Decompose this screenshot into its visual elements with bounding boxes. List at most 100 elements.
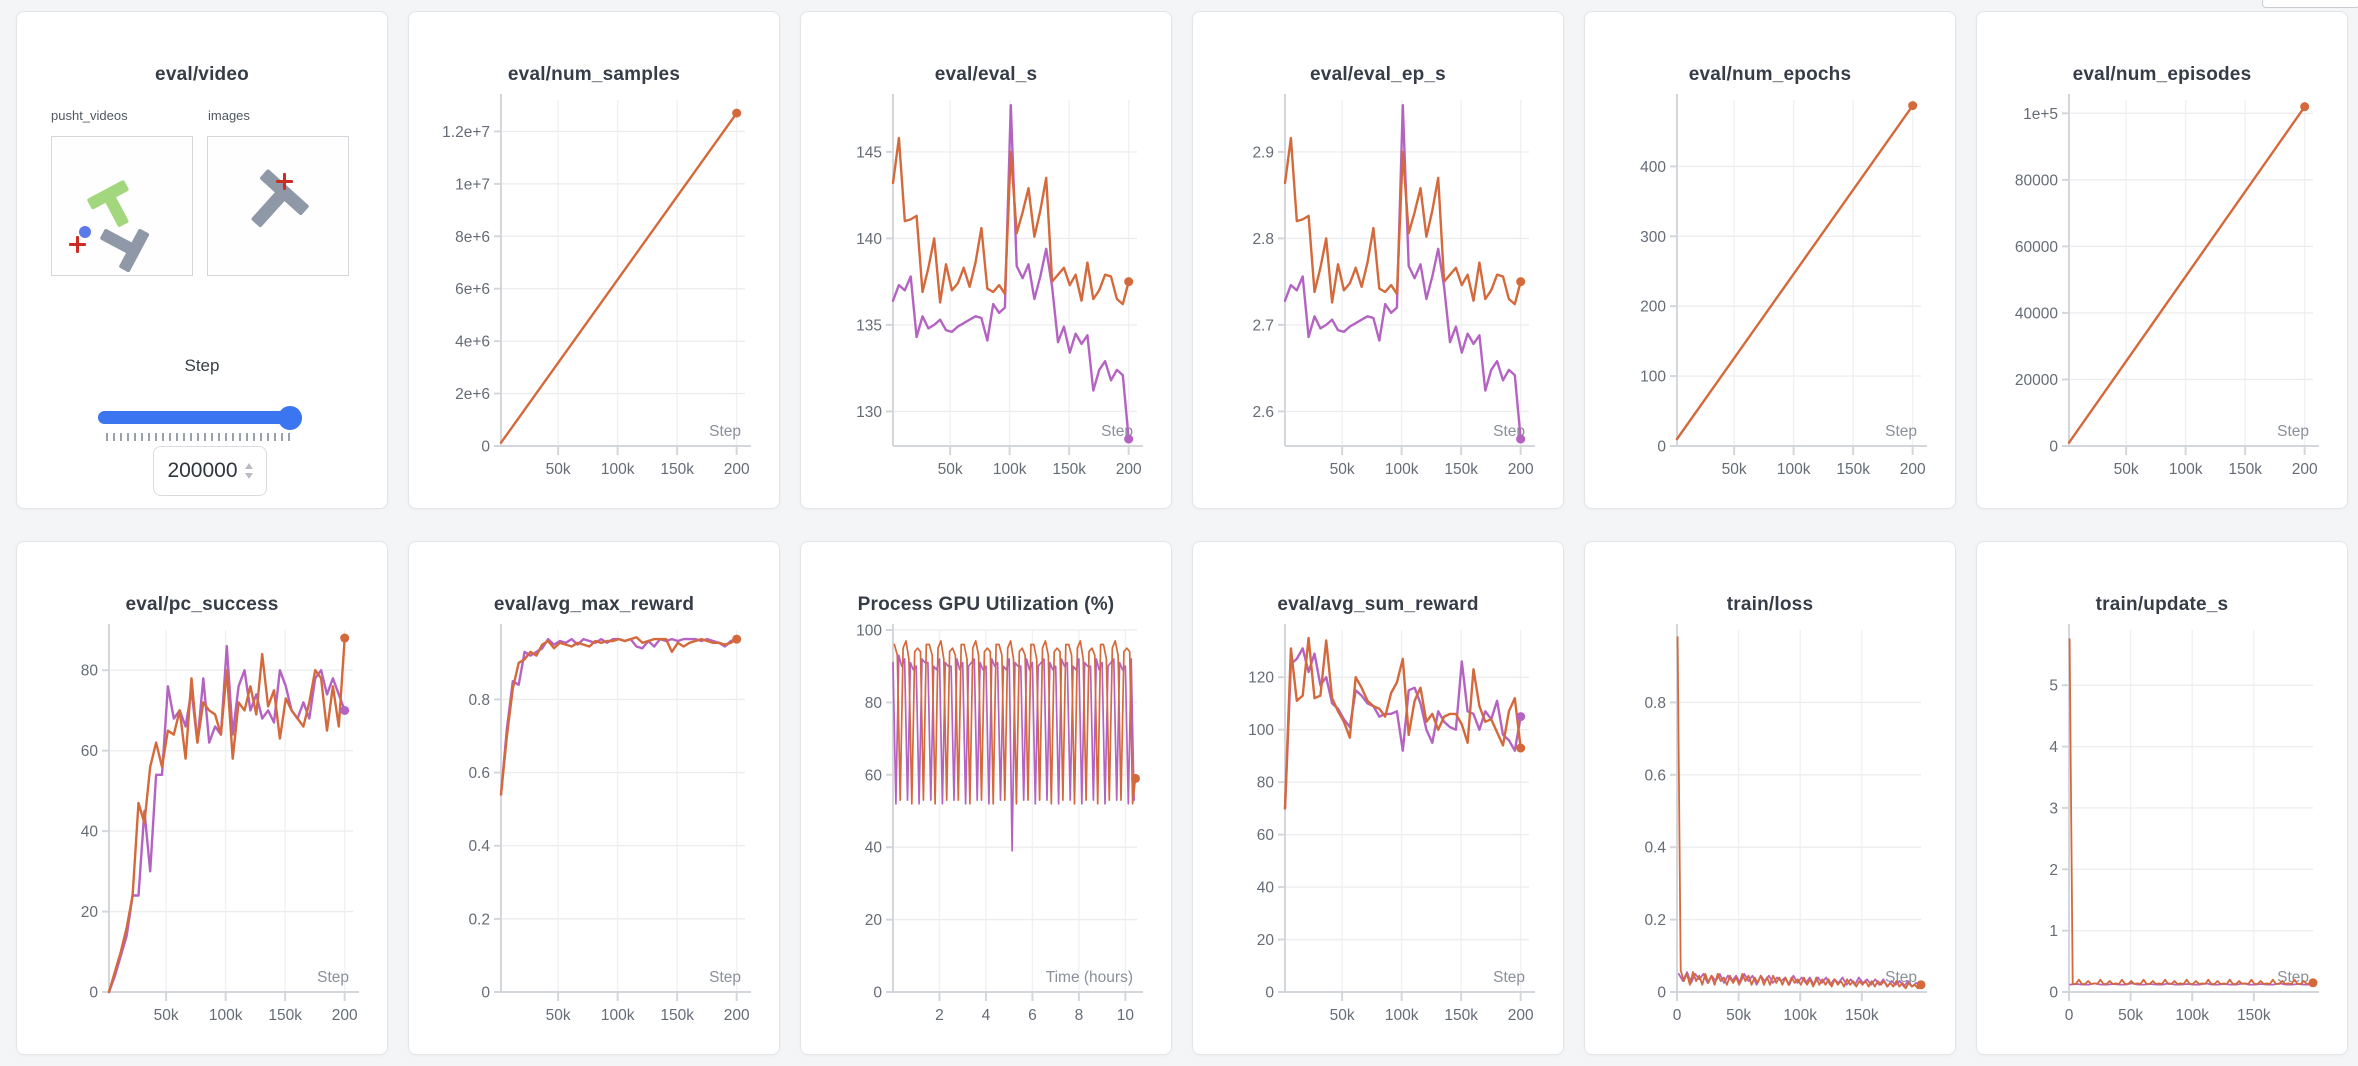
chart-plot-avg_sum_reward[interactable]: 50k 100k 150k 200 0 20 40 60 80 100 120 Step xyxy=(1193,542,1563,1054)
x-axis-name: Step xyxy=(317,969,349,986)
x-tick-label: 10 xyxy=(1117,1007,1135,1024)
chart-title: eval/num_episodes xyxy=(2072,64,2252,85)
x-tick-label: 50k xyxy=(2118,1007,2143,1024)
y-tick-label: 60 xyxy=(81,743,99,760)
y-tick-label: 0 xyxy=(1265,985,1274,1002)
chart-panel-train_loss: train/loss 0 50k 100k 150k 0 0.2 0.4 0.6 0.8 Step xyxy=(1584,541,1956,1055)
chart-panel-pc_success: eval/pc_success 50k 100k 150k 200 0 20 40 60 80 St… xyxy=(16,541,388,1055)
x-tick-label: 150k xyxy=(1444,1007,1478,1024)
y-tick-label: 0 xyxy=(2049,985,2058,1002)
series-line-purple xyxy=(1283,647,1522,810)
x-tick-label: 100k xyxy=(1385,461,1419,478)
y-tick-label: 8e+6 xyxy=(455,229,490,246)
x-axis-name: Step xyxy=(709,969,741,986)
y-tick-label: 135 xyxy=(856,317,882,334)
x-tick-label: 50k xyxy=(154,1007,179,1024)
y-tick-label: 20 xyxy=(1257,932,1275,949)
chart-title: eval/pc_success xyxy=(125,594,279,615)
x-tick-label: 0 xyxy=(1673,1007,1682,1024)
series-line-orange xyxy=(891,136,1130,306)
y-tick-label: 80000 xyxy=(2015,172,2058,189)
y-tick-label: 120 xyxy=(1248,670,1274,687)
y-tick-label: 0.6 xyxy=(468,765,490,782)
spinner-down-icon[interactable] xyxy=(244,473,253,479)
step-input-spinner[interactable] xyxy=(244,463,253,479)
chart-panel-num_epochs: eval/num_epochs 50k 100k 150k 200 0 100 200 300 4… xyxy=(1584,11,1956,509)
y-tick-label: 80 xyxy=(865,695,883,712)
chart-plot-eval_ep_s[interactable]: 50k 100k 150k 200 2.6 2.7 2.8 2.9 Step xyxy=(1193,12,1563,508)
x-axis-name: Step xyxy=(709,423,741,440)
series-line-orange xyxy=(1283,636,1522,810)
y-tick-label: 100 xyxy=(856,623,882,640)
chart-plot-num_samples[interactable]: 50k 100k 150k 200 0 2e+6 4e+6 6e+6 8e+6 1e+7 1.2e+… xyxy=(409,12,779,508)
chart-plot-eval_s[interactable]: 50k 100k 150k 200 130 135 140 145 Step xyxy=(801,12,1171,508)
x-axis-name: Time (hours) xyxy=(1046,969,1133,986)
y-tick-label: 2.9 xyxy=(1252,144,1274,161)
y-tick-label: 60 xyxy=(1257,827,1275,844)
y-tick-label: 0.8 xyxy=(1644,695,1666,712)
x-tick-label: 200 xyxy=(1900,461,1926,478)
chart-plot-avg_max_reward[interactable]: 50k 100k 150k 200 0 0.2 0.4 0.6 0.8 Step xyxy=(409,542,779,1054)
x-tick-label: 6 xyxy=(1028,1007,1037,1024)
series-endpoint-dot xyxy=(732,634,742,644)
chart-panel-avg_sum_reward: eval/avg_sum_reward 50k 100k 150k 200 0 20 40 60… xyxy=(1192,541,1564,1055)
y-tick-label: 2.8 xyxy=(1252,231,1274,248)
y-tick-label: 0 xyxy=(1657,439,1666,456)
y-tick-label: 0 xyxy=(89,985,98,1002)
step-slider[interactable] xyxy=(98,404,302,430)
x-axis-name: Step xyxy=(1885,423,1917,440)
y-tick-label: 140 xyxy=(856,231,882,248)
series-line-purple xyxy=(891,104,1130,441)
x-axis-name: Step xyxy=(2277,969,2309,986)
chart-title: Process GPU Utilization (%) xyxy=(857,594,1115,615)
x-tick-label: 50k xyxy=(938,461,963,478)
y-tick-label: 0 xyxy=(873,985,882,1002)
y-tick-label: 1.2e+7 xyxy=(442,124,490,141)
x-tick-label: 200 xyxy=(724,1007,750,1024)
x-tick-label: 8 xyxy=(1075,1007,1084,1024)
y-tick-label: 100 xyxy=(1640,369,1666,386)
y-tick-label: 80 xyxy=(81,663,99,680)
chart-plot-num_epochs[interactable]: 50k 100k 150k 200 0 100 200 300 400 Step xyxy=(1585,12,1955,508)
y-tick-label: 145 xyxy=(856,144,882,161)
chart-title: eval/eval_s xyxy=(934,64,1038,85)
pusht-block-t-shape xyxy=(234,168,310,244)
x-tick-label: 100k xyxy=(1777,461,1811,478)
media-thumbnail-pusht-videos[interactable] xyxy=(51,136,193,276)
x-tick-label: 50k xyxy=(546,461,571,478)
x-tick-label: 100k xyxy=(993,461,1027,478)
media-panel-eval-video: eval/video pusht_videos images Step xyxy=(16,11,388,509)
x-tick-label: 200 xyxy=(332,1007,358,1024)
series-line-orange xyxy=(499,111,738,444)
series-endpoint-dot xyxy=(340,705,350,715)
x-tick-label: 100k xyxy=(209,1007,243,1024)
y-tick-label: 400 xyxy=(1640,159,1666,176)
x-tick-label: 150k xyxy=(2228,461,2262,478)
y-tick-label: 0.2 xyxy=(1644,912,1666,929)
step-slider-track[interactable] xyxy=(98,411,302,424)
spinner-up-icon[interactable] xyxy=(244,463,253,469)
series-endpoint-dot xyxy=(1130,773,1140,783)
y-tick-label: 40 xyxy=(1257,880,1275,897)
x-axis-name: Step xyxy=(1101,423,1133,440)
media-thumbnail-images[interactable] xyxy=(207,136,349,276)
x-tick-label: 50k xyxy=(546,1007,571,1024)
y-tick-label: 20 xyxy=(865,912,883,929)
chart-plot-num_episodes[interactable]: 50k 100k 150k 200 0 20000 40000 60000 80000 1e+5 S… xyxy=(1977,12,2347,508)
y-tick-label: 1e+7 xyxy=(455,176,490,193)
x-tick-label: 0 xyxy=(2065,1007,2074,1024)
series-line-orange xyxy=(107,636,346,994)
chart-panel-num_episodes: eval/num_episodes 50k 100k 150k 200 0 20000 400… xyxy=(1976,11,2348,509)
y-tick-label: 4e+6 xyxy=(455,334,490,351)
chart-plot-pc_success[interactable]: 50k 100k 150k 200 0 20 40 60 80 Step xyxy=(17,542,387,1054)
y-tick-label: 0.4 xyxy=(468,838,490,855)
chart-plot-train_update_s[interactable]: 0 50k 100k 150k 0 1 2 3 4 5 Step xyxy=(1977,542,2347,1054)
step-slider-thumb[interactable] xyxy=(278,406,302,430)
series-line-orange xyxy=(2068,638,2314,985)
y-tick-label: 0.4 xyxy=(1644,840,1666,857)
step-input[interactable]: 200000 xyxy=(153,446,267,496)
x-tick-label: 50k xyxy=(1330,1007,1355,1024)
